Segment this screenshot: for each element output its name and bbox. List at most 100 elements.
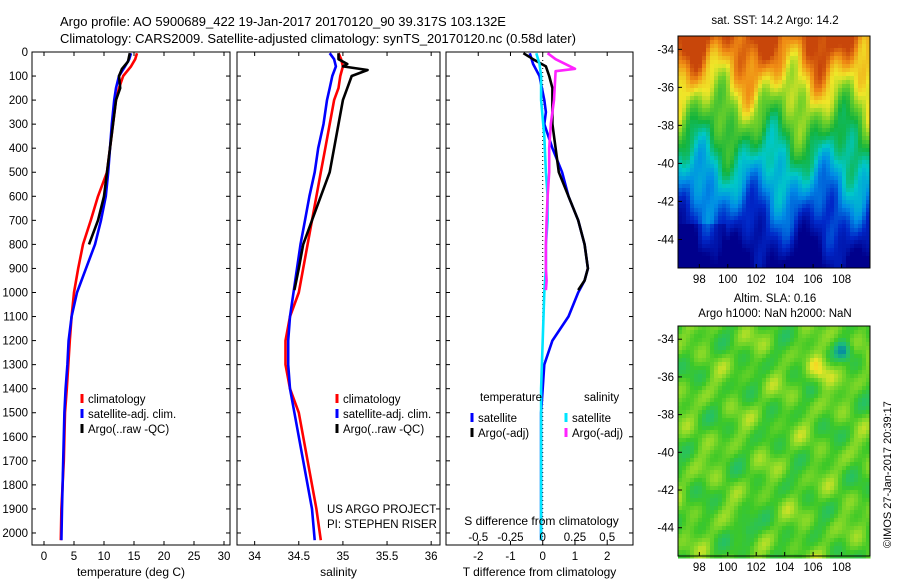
y-tick-label: 300 [9,119,28,131]
x-tick-label-top: 0.25 [564,532,586,544]
legend-title: temperature [480,392,542,404]
x-tick-label: 35.5 [376,551,398,563]
annotation-text: PI: STEPHEN RISER [327,519,437,531]
map-x-tick-label: 98 [693,274,706,286]
x-axis-label-top: S difference from climatology [464,514,619,528]
x-tick-label: 0 [540,551,546,563]
y-tick-label: 700 [9,215,28,227]
x-tick-label: 15 [128,551,141,563]
map-y-tick-label: -34 [657,334,674,346]
x-axis-label: T difference from climatology [463,565,617,579]
map-x-tick-label: 102 [747,274,766,286]
y-tick-label: 500 [9,167,28,179]
x-tick-label: 25 [188,551,201,563]
map-y-tick-label: -36 [657,82,674,94]
x-tick-label: 34 [248,551,261,563]
legend-title: salinity [584,392,619,404]
x-tick-label: -1 [505,551,515,563]
x-axis-label: salinity [320,565,357,579]
series-line-argo-adj- [546,53,575,290]
series-line-satellite-adj-clim- [61,53,131,540]
y-tick-label: 600 [9,191,28,203]
y-tick-label: 1100 [3,312,28,324]
map-y-tick-label: -42 [657,196,674,208]
y-tick-label: 1900 [2,504,28,516]
map-y-tick-label: -40 [657,447,674,459]
x-tick-label-top: -0.25 [497,532,523,544]
legend-label: Argo(..raw -QC) [88,424,169,436]
x-tick-label: -2 [473,551,483,563]
y-tick-label: 1600 [2,432,28,444]
x-tick-label: 34.5 [288,551,310,563]
map-y-tick-label: -38 [657,410,674,422]
x-tick-label: 35 [337,551,350,563]
y-tick-label: 0 [22,47,28,59]
y-tick-label: 800 [9,239,28,251]
x-tick-label: 5 [71,551,77,563]
map-y-tick-label: -42 [657,485,674,497]
legend-label: satellite-adj. clim. [88,409,176,421]
salinity-panel: 34 34.5 35 35.5 36 salinity climatology satelli… [237,52,440,579]
credit-text: ©IMOS 27-Jan-2017 20:39:17 [882,401,894,548]
series-line-climatology [61,53,137,540]
y-tick-label: 100 [9,71,28,83]
y-tick-label: 1300 [2,360,28,372]
map-x-tick-label: 100 [718,274,737,286]
temperature-panel: 0100200300400500600700800900100011001200… [2,47,230,579]
x-tick-label-top: -0.5 [468,532,488,544]
x-tick-label: 10 [98,551,111,563]
map-x-tick-label: 98 [693,562,706,574]
header-line2: Climatology: CARS2009. Satellite-adjuste… [60,31,576,46]
x-axis-label: temperature (deg C) [77,565,185,579]
series-line-argo-raw-qc- [89,53,130,244]
y-tick-label: 900 [9,263,28,275]
legend-label: Argo(-adj) [478,428,529,440]
y-tick-label: 1000 [2,287,28,299]
map-x-tick-label: 108 [832,562,851,574]
map-x-tick-label: 104 [775,274,795,286]
map-y-tick-label: -34 [657,44,674,56]
sst-field [678,36,871,269]
y-tick-label: 1400 [2,384,28,396]
sla-field [678,326,871,559]
x-tick-label: 1 [572,551,578,563]
x-tick-label: 2 [604,551,610,563]
y-tick-label: 1700 [2,456,28,468]
legend-label: satellite [572,413,611,425]
map-x-tick-label: 108 [832,274,851,286]
map-subtitle: Argo h1000: NaN h2000: NaN [698,308,851,320]
plot-frame [446,52,633,545]
x-tick-label: 36 [425,551,438,563]
map-y-tick-label: -36 [657,372,674,384]
y-tick-label: 200 [9,95,28,107]
map-x-tick-label: 104 [775,562,795,574]
x-tick-label-top: 0.5 [599,532,615,544]
map-y-tick-label: -44 [657,523,674,535]
sst-map: 98 100 102 104 106 108 -34 -36 -38 -40 -42 -44 sat. … [657,15,870,286]
annotation-text: US ARGO PROJECT [327,504,436,516]
map-x-tick-label: 106 [804,562,823,574]
map-y-tick-label: -44 [657,234,674,246]
x-tick-label: 20 [158,551,171,563]
y-tick-label: 2000 [2,528,28,540]
legend-label: satellite-adj. clim. [343,409,431,421]
difference-panel: -2 -1 0 1 2 T difference from climatology temp… [446,52,633,579]
map-title: sat. SST: 14.2 Argo: 14.2 [711,15,838,27]
y-tick-label: 1200 [2,336,28,348]
map-x-tick-label: 102 [747,562,766,574]
legend-label: climatology [88,394,146,406]
x-tick-label: 0 [41,551,47,563]
legend-label: Argo(..raw -QC) [343,424,424,436]
legend-label: satellite [478,413,517,425]
map-x-tick-label: 100 [718,562,737,574]
map-title: Altim. SLA: 0.16 [734,293,816,305]
map-x-tick-label: 106 [804,274,823,286]
legend-label: climatology [343,394,401,406]
y-tick-label: 400 [9,143,28,155]
header-line1: Argo profile: AO 5900689_422 19-Jan-2017… [60,14,506,29]
map-y-tick-label: -40 [657,158,674,170]
map-y-tick-label: -38 [657,120,674,132]
series-line-satellite [530,53,588,540]
x-tick-label-top: 0 [540,532,546,544]
